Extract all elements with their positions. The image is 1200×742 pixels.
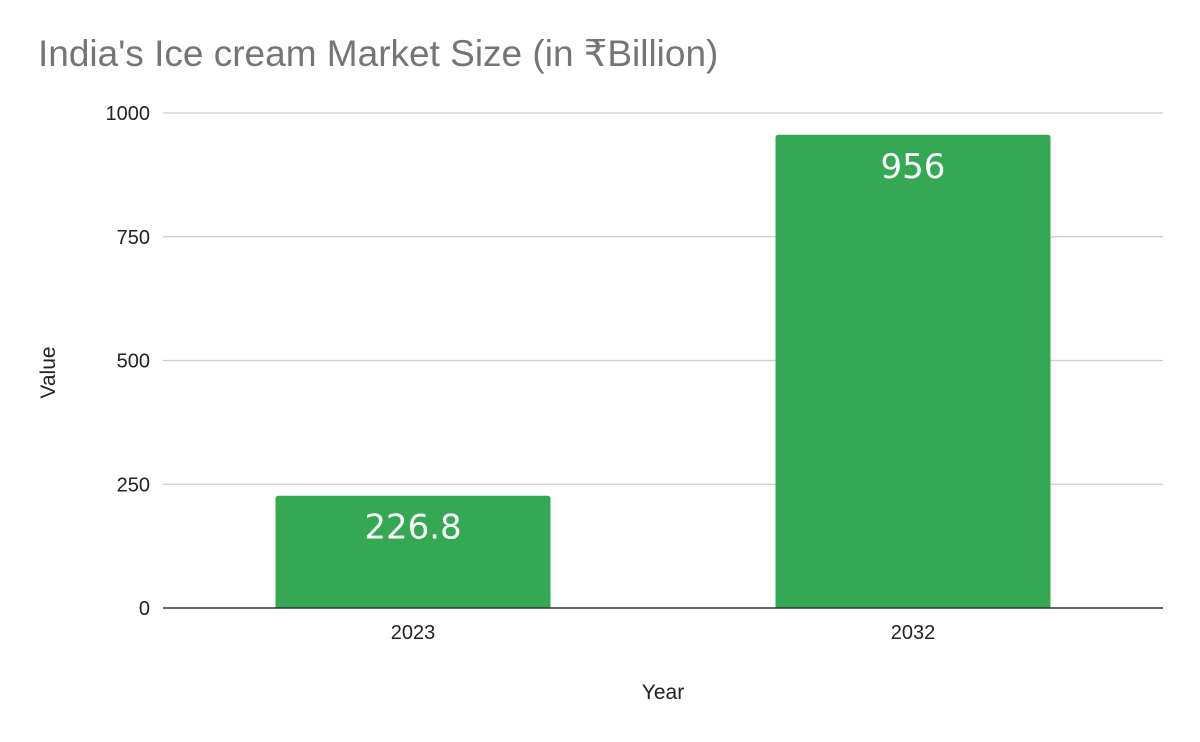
y-axis-label: Value	[37, 346, 60, 398]
y-tick-label: 250	[117, 474, 150, 496]
bar-2023	[275, 495, 551, 608]
x-axis-label: Year	[642, 681, 684, 704]
y-tick-label: 750	[117, 227, 150, 249]
x-tick-label: 2023	[391, 622, 436, 644]
x-tick-label: 2032	[891, 622, 936, 644]
y-tick-label: 0	[139, 598, 150, 620]
chart-title: India's Ice cream Market Size (in ₹Billi…	[38, 33, 719, 74]
data-label: 226.8	[364, 508, 461, 548]
y-tick-label: 1000	[106, 103, 151, 125]
y-tick-label: 500	[117, 351, 150, 373]
bar-2032	[775, 134, 1051, 608]
data-label: 956	[881, 147, 946, 187]
